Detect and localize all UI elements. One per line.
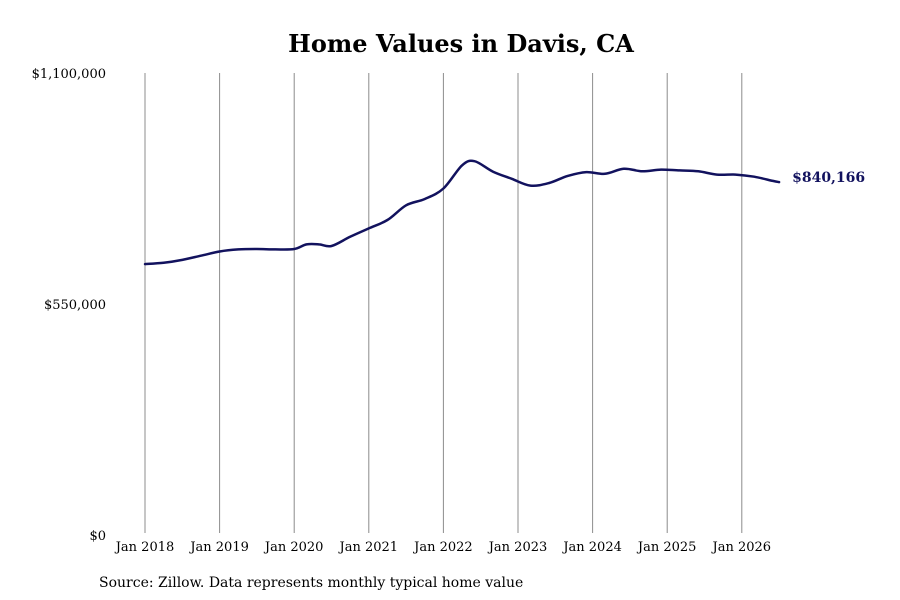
x-tick-label: Jan 2024 [561, 540, 622, 555]
y-tick-label: $0 [89, 529, 106, 544]
x-tick-label: Jan 2018 [114, 540, 175, 555]
x-tick-label: Jan 2020 [263, 540, 324, 555]
x-tick-label: Jan 2023 [487, 540, 548, 555]
x-tick-label: Jan 2025 [636, 540, 697, 555]
x-axis-ticks: Jan 2018 Jan 2019 Jan 2020 Jan 2021 Jan 2022… [114, 540, 771, 555]
source-note: Source: Zillow. Data represents monthly … [99, 575, 523, 591]
x-tick-label: Jan 2022 [412, 540, 473, 555]
y-axis-ticks: $0 $550,000 $1,100,000 [32, 67, 106, 544]
vertical-grid [144, 73, 743, 533]
latest-value-label: $840,166 [792, 170, 865, 186]
home-value-line [143, 159, 781, 266]
chart-title: Home Values in Davis, CA [288, 29, 634, 58]
x-tick-label: Jan 2019 [188, 540, 249, 555]
x-tick-label: Jan 2021 [338, 540, 399, 555]
x-tick-label: Jan 2026 [711, 540, 772, 555]
y-tick-label: $1,100,000 [32, 67, 106, 82]
y-tick-label: $550,000 [44, 298, 106, 313]
